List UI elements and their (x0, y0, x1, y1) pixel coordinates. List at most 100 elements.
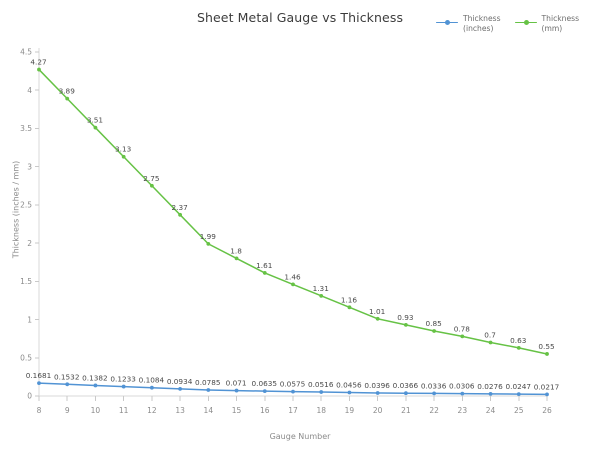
data-point-label: 4.27 (30, 58, 47, 67)
y-tick-label: 0.5 (20, 353, 32, 362)
data-point-label: 3.51 (87, 116, 103, 125)
data-point[interactable] (37, 67, 41, 72)
data-point[interactable] (460, 391, 465, 396)
data-point[interactable] (178, 212, 183, 217)
x-tick-label: 26 (542, 406, 552, 415)
data-point-label: 1.8 (230, 246, 242, 255)
data-point[interactable] (206, 241, 211, 246)
data-point[interactable] (545, 392, 549, 397)
data-point[interactable] (516, 392, 521, 397)
y-tick-label: 1 (27, 315, 32, 324)
data-point-label: 3.13 (115, 145, 132, 154)
x-tick-label: 13 (175, 406, 185, 415)
data-point[interactable] (347, 305, 352, 310)
data-point-label: 0.0575 (280, 380, 306, 389)
data-point[interactable] (403, 391, 408, 396)
data-point-label: 2.37 (171, 203, 188, 212)
data-point[interactable] (93, 125, 98, 130)
data-point[interactable] (432, 329, 437, 333)
data-point-label: 0.0366 (393, 381, 419, 390)
data-point-label: 1.99 (200, 232, 217, 241)
data-point[interactable] (65, 382, 70, 387)
data-point[interactable] (234, 388, 239, 393)
data-point[interactable] (375, 391, 380, 395)
data-point-label: 0.63 (510, 336, 527, 345)
x-tick-label: 10 (91, 406, 101, 415)
y-tick-label: 3.5 (20, 124, 32, 133)
data-point[interactable] (121, 154, 126, 159)
x-tick-label: 19 (345, 406, 355, 415)
data-point-label: 0.0217 (534, 382, 560, 391)
data-point-label: 0.78 (454, 324, 471, 333)
data-point-label: 0.0516 (308, 380, 334, 389)
chart-title: Sheet Metal Gauge vs Thickness (196, 10, 404, 25)
x-tick-label: 18 (316, 406, 326, 415)
legend-label-mm: Thickness (mm) (541, 14, 580, 33)
data-point-label: 2.75 (143, 174, 159, 183)
data-point-label: 0.1681 (26, 371, 52, 380)
y-tick-label: 3 (27, 162, 32, 171)
x-tick-label: 9 (65, 406, 70, 415)
y-tick-label: 2.5 (20, 201, 32, 210)
x-tick-label: 24 (486, 406, 496, 415)
data-point-label: 0.071 (226, 379, 247, 388)
data-point[interactable] (319, 293, 324, 298)
data-point-label: 1.31 (313, 284, 329, 293)
data-point-label: 1.46 (284, 272, 301, 281)
x-tick-label: 14 (204, 406, 214, 415)
data-point[interactable] (291, 282, 295, 287)
data-point-label: 0.0456 (336, 381, 362, 390)
data-point[interactable] (65, 96, 70, 101)
legend-item-thickness-mm[interactable]: Thickness (mm) (514, 14, 580, 33)
data-point-label: 0.0247 (506, 382, 532, 391)
y-tick-label: 4 (27, 86, 32, 95)
legend-label-inches: Thickness (inches) (463, 14, 501, 33)
data-point[interactable] (516, 345, 521, 350)
y-tick-label: 0 (27, 392, 32, 401)
data-point[interactable] (347, 390, 352, 395)
data-point-label: 0.0934 (167, 377, 193, 386)
data-point[interactable] (375, 316, 380, 321)
data-point-label: 0.0396 (364, 381, 390, 390)
x-tick-label: 8 (37, 406, 42, 415)
data-point-label: 0.55 (538, 342, 554, 351)
y-tick-label: 2 (27, 239, 32, 248)
x-tick-label: 15 (232, 406, 242, 415)
data-point[interactable] (319, 390, 324, 394)
legend-item-thickness-inches[interactable]: Thickness (inches) (436, 14, 501, 33)
data-point[interactable] (403, 323, 408, 327)
x-tick-label: 20 (373, 406, 383, 415)
data-point[interactable] (178, 386, 183, 391)
data-point[interactable] (460, 334, 465, 339)
data-point[interactable] (291, 389, 295, 394)
data-point[interactable] (149, 183, 154, 188)
y-tick-label: 1.5 (20, 277, 32, 286)
data-point[interactable] (262, 389, 267, 394)
data-point[interactable] (121, 384, 126, 389)
data-point-label: 3.89 (59, 87, 76, 96)
x-tick-label: 23 (458, 406, 468, 415)
data-point-label: 0.0336 (421, 381, 447, 390)
data-point-label: 0.0635 (252, 379, 278, 388)
data-point[interactable] (206, 388, 211, 392)
data-point[interactable] (488, 340, 493, 345)
data-point[interactable] (93, 383, 98, 388)
x-tick-label: 11 (119, 406, 129, 415)
data-point[interactable] (37, 381, 41, 386)
data-point[interactable] (149, 385, 154, 390)
data-point-label: 0.1084 (139, 376, 165, 385)
data-point[interactable] (262, 271, 267, 275)
y-tick-label: 4.5 (20, 48, 32, 57)
data-point-label: 1.16 (341, 295, 358, 304)
data-point[interactable] (488, 391, 493, 396)
data-point[interactable] (432, 391, 437, 396)
series-line-1[interactable] (38, 68, 548, 355)
x-tick-label: 17 (288, 406, 298, 415)
data-point-label: 0.85 (425, 319, 441, 328)
data-point-label: 0.93 (397, 313, 414, 322)
x-tick-label: 25 (514, 406, 524, 415)
data-point[interactable] (234, 256, 239, 261)
data-point[interactable] (545, 352, 549, 356)
